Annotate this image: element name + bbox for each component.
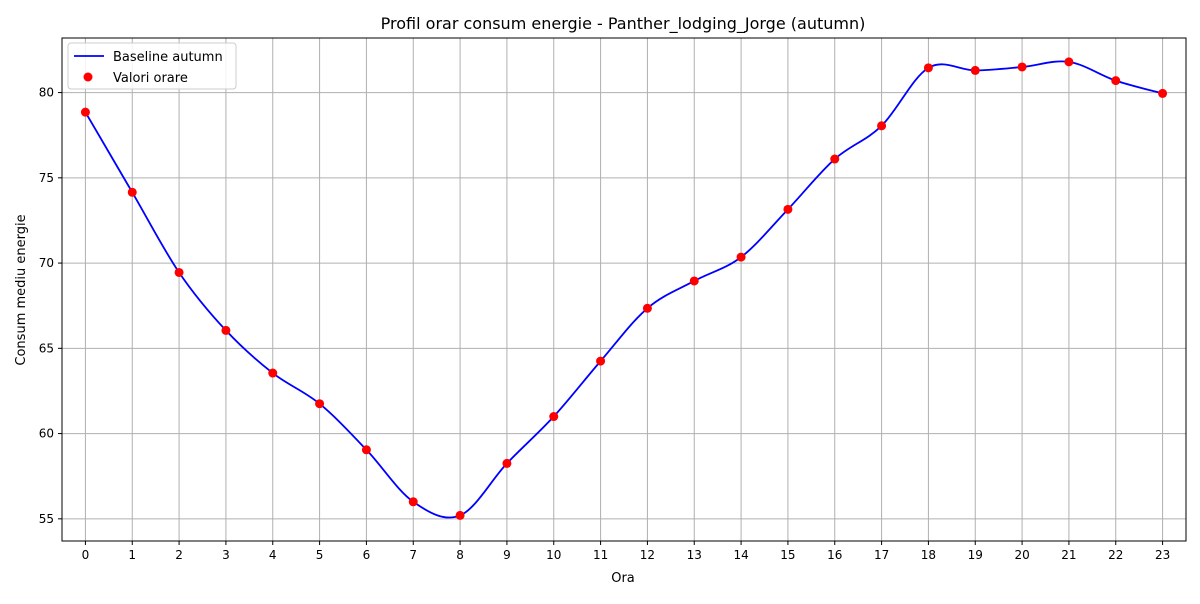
x-tick-label: 11 (593, 548, 608, 562)
hourly-point (736, 252, 746, 262)
x-tick-label: 10 (546, 548, 561, 562)
hourly-point (970, 65, 980, 75)
hourly-point (315, 399, 325, 409)
hourly-point (455, 510, 465, 520)
legend-dot-swatch (83, 72, 93, 82)
legend-label-hourly: Valori orare (113, 71, 188, 86)
y-tick-label: 55 (39, 512, 54, 526)
x-tick-label: 16 (827, 548, 842, 562)
baseline-line (84, 60, 1163, 519)
x-tick-label: 6 (363, 548, 371, 562)
series-layer (80, 57, 1168, 520)
hourly-point (596, 356, 606, 366)
y-tick-label: 60 (39, 427, 54, 441)
y-tick-label: 70 (39, 256, 54, 270)
y-tick-label: 80 (39, 86, 54, 100)
hourly-point (549, 412, 559, 422)
x-tick-label: 2 (175, 548, 183, 562)
x-tick-label: 1 (128, 548, 136, 562)
x-tick-label: 7 (409, 548, 417, 562)
hourly-point (1111, 76, 1121, 86)
x-tick-label: 15 (780, 548, 795, 562)
x-tick-label: 8 (456, 548, 464, 562)
x-tick-label: 5 (316, 548, 324, 562)
hourly-point (221, 325, 231, 335)
hourly-point (1158, 88, 1168, 98)
y-tick-label: 65 (39, 341, 54, 355)
hourly-point (127, 187, 137, 197)
plot-frame (61, 37, 1187, 542)
hourly-point (174, 267, 184, 277)
y-axis-label: Consum mediu energie (14, 214, 29, 365)
x-axis-label: Ora (611, 571, 635, 586)
x-tick-label: 3 (222, 548, 230, 562)
hourly-point (877, 121, 887, 131)
legend-box (67, 42, 237, 90)
hourly-point (923, 63, 933, 73)
hourly-point (689, 276, 699, 286)
hourly-point (361, 445, 371, 455)
hourly-point (502, 458, 512, 468)
hourly-point (642, 303, 652, 313)
hourly-point (80, 107, 90, 117)
hourly-point (830, 154, 840, 164)
chart-title: Profil orar consum energie - Panther_lod… (381, 14, 866, 34)
legend-label-baseline: Baseline autumn (113, 50, 223, 65)
x-tick-label: 0 (82, 548, 90, 562)
y-tick-label: 75 (39, 171, 54, 185)
x-tick-label: 12 (640, 548, 655, 562)
hourly-point (1017, 62, 1027, 72)
legend: Baseline autumn Valori orare (67, 42, 237, 90)
x-tick-label: 18 (921, 548, 936, 562)
ticks: 0 1 2 3 4 5 6 7 8 9 10 11 12 13 14 15 16 17 18 19 20 21 22 2355… (39, 86, 1171, 562)
hourly-point (408, 497, 418, 507)
x-tick-label: 22 (1108, 548, 1123, 562)
x-tick-label: 20 (1014, 548, 1029, 562)
grid (62, 38, 1186, 541)
x-tick-label: 14 (733, 548, 748, 562)
x-tick-label: 9 (503, 548, 511, 562)
hourly-point (1064, 57, 1074, 67)
x-tick-label: 17 (874, 548, 889, 562)
x-tick-label: 13 (687, 548, 702, 562)
x-tick-label: 23 (1155, 548, 1170, 562)
hourly-point (783, 204, 793, 214)
x-tick-label: 4 (269, 548, 277, 562)
x-tick-label: 19 (968, 548, 983, 562)
hourly-point (268, 368, 278, 378)
x-tick-label: 21 (1061, 548, 1076, 562)
